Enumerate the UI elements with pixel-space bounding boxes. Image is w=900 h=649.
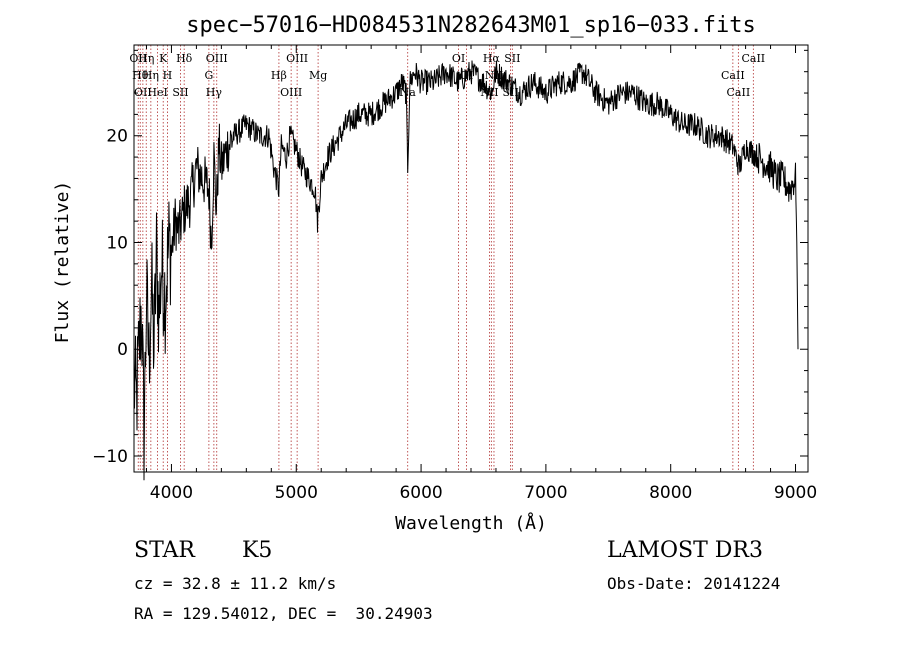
y-tick-label: 10	[106, 233, 128, 253]
line-marker-label: SII	[172, 86, 188, 99]
y-tick-label: 20	[106, 127, 128, 147]
line-marker-label: OI	[452, 52, 465, 65]
line-labels: OIIHθOIIHηHηHeIKHSIIHδGHγOIIIHβOIIIOIIIM…	[129, 52, 765, 99]
line-marker-label: HeI	[147, 86, 167, 99]
line-marker-label: Hα	[483, 52, 501, 65]
survey-name: LAMOST DR3	[607, 538, 763, 563]
line-marker-label: SII	[504, 52, 520, 65]
x-tick-label: 6000	[399, 483, 442, 503]
object-subclass: K5	[242, 538, 273, 563]
line-marker-label: OIII	[286, 52, 308, 65]
line-marker-label: Hδ	[176, 52, 193, 65]
line-marker-label: Hγ	[206, 86, 223, 99]
y-tick-label: −10	[92, 447, 128, 467]
redshift-velocity: cz = 32.8 ± 11.2 km/s	[134, 574, 337, 593]
line-marker-label: Hβ	[271, 69, 287, 82]
chart-title: spec−57016−HD084531N282643M01_sp16−033.f…	[186, 13, 756, 38]
line-marker-label: OIII	[280, 86, 302, 99]
coordinates: RA = 129.54012, DEC = 30.24903	[134, 604, 433, 623]
line-marker-label: OIII	[206, 52, 228, 65]
line-marker-label: OII	[134, 86, 152, 99]
y-tick-label: 0	[117, 340, 128, 360]
x-tick-label: 5000	[275, 483, 318, 503]
line-marker-label: K	[159, 52, 168, 65]
line-marker-label: G	[204, 69, 213, 82]
x-axis-label: Wavelength (Å)	[395, 512, 547, 534]
observation-date: Obs-Date: 20141224	[607, 574, 781, 593]
line-marker-label: Hη	[143, 69, 159, 82]
line-marker-label: Hθ	[132, 69, 149, 82]
line-marker-label: CaII	[721, 69, 745, 82]
object-class: STAR	[134, 538, 195, 563]
y-axis: −10 0 10 20	[92, 49, 808, 467]
plot-frame	[133, 44, 809, 473]
x-tick-label: 9000	[774, 483, 817, 503]
line-marker-label: CaII	[727, 86, 751, 99]
x-tick-label: 7000	[524, 483, 567, 503]
x-tick-label: 4000	[150, 483, 193, 503]
line-marker-label: Hη	[138, 52, 154, 65]
x-axis: 4000 5000 6000 7000 8000 9000	[145, 45, 817, 503]
line-marker-label: CaII	[741, 52, 765, 65]
flux-series-line	[133, 60, 799, 481]
y-axis-label: Flux (relative)	[52, 181, 73, 344]
x-tick-label: 8000	[649, 483, 692, 503]
line-marker-label: Mg	[309, 69, 327, 82]
line-marker-label: H	[163, 69, 173, 82]
